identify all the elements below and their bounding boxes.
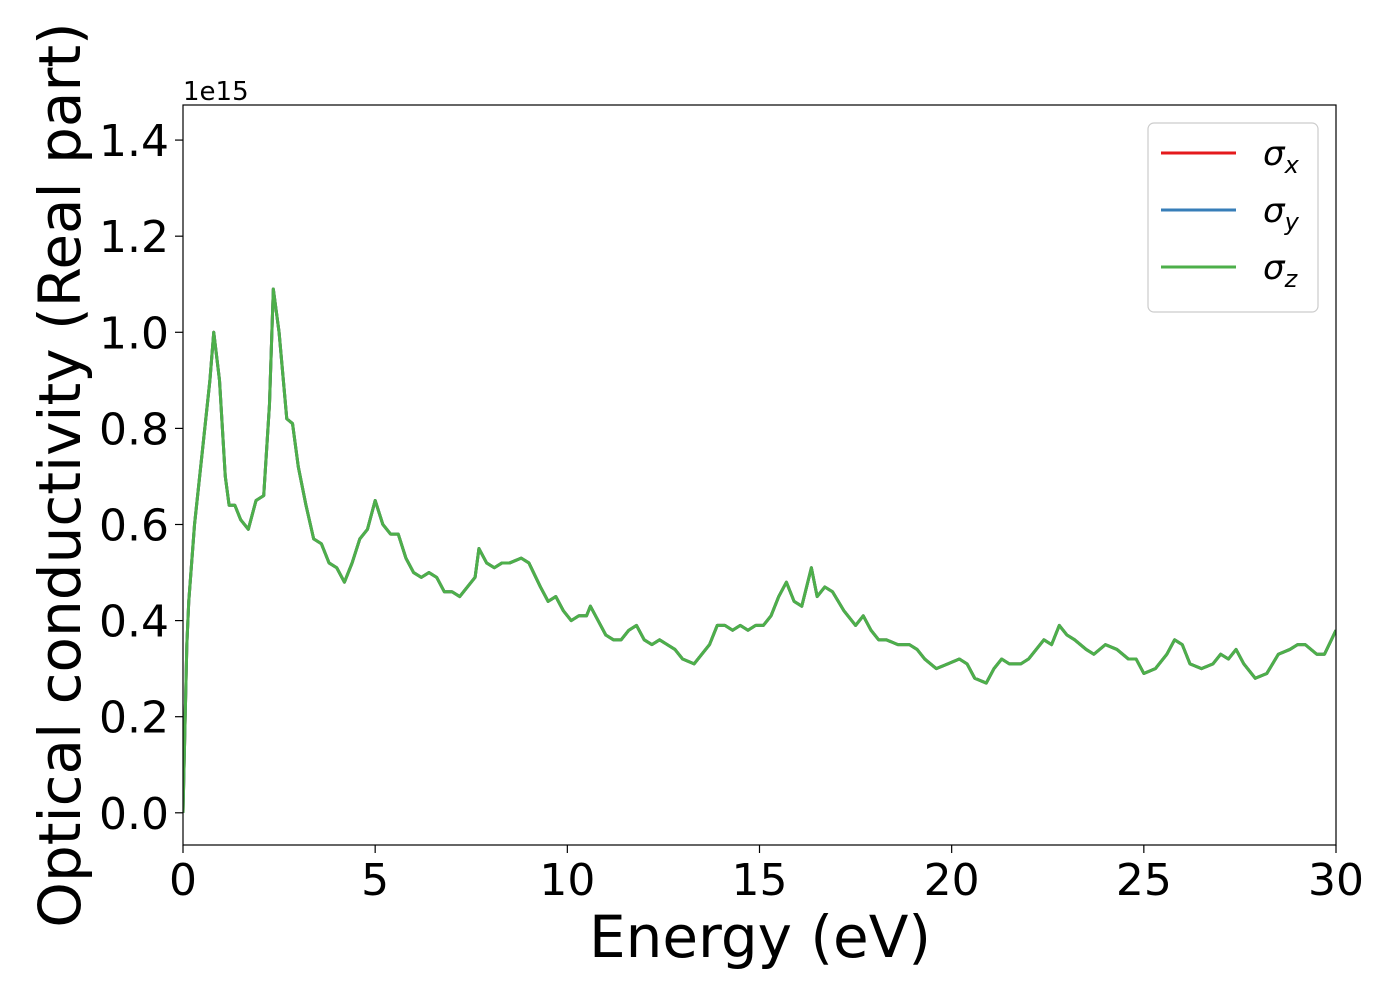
legend-label: σz [1263, 248, 1299, 293]
y-tick-label: 0.6 [99, 500, 169, 551]
y-axis-label: Optical conductivity (Real part) [26, 22, 94, 927]
x-tick-label: 15 [732, 855, 788, 906]
x-tick-label: 25 [1116, 855, 1172, 906]
y-tick-label: 0.0 [99, 789, 169, 840]
y-offset-label: 1e15 [183, 77, 249, 107]
y-tick-label: 1.2 [99, 212, 169, 263]
legend-label: σy [1263, 191, 1300, 236]
y-tick-label: 0.2 [99, 693, 169, 744]
plot-frame [182, 104, 1337, 846]
x-tick-label: 5 [361, 855, 389, 906]
x-tick-label: 20 [924, 855, 980, 906]
y-tick-label: 1.4 [99, 116, 169, 167]
legend-box [1147, 122, 1319, 313]
x-axis-label: Energy (eV) [589, 903, 931, 971]
legend-label: σx [1263, 134, 1300, 179]
y-tick-label: 0.8 [99, 404, 169, 455]
y-tick-label: 1.0 [99, 308, 169, 359]
x-tick-label: 10 [539, 855, 595, 906]
series-line [183, 287, 1336, 813]
x-tick-label: 0 [169, 855, 197, 906]
y-tick-label: 0.4 [99, 597, 169, 648]
x-tick-label: 30 [1308, 855, 1364, 906]
